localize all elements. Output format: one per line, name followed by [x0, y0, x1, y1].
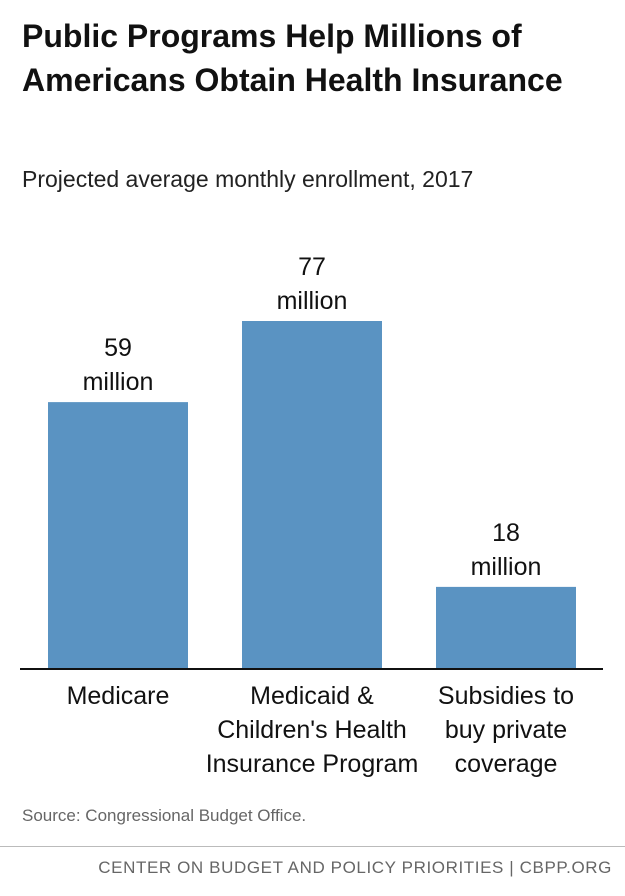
category-label-3-line-3: coverage: [455, 750, 558, 778]
bar-2: [242, 321, 382, 668]
chart-subtitle: Projected average monthly enrollment, 20…: [22, 166, 474, 192]
data-label-1-line-2: million: [83, 368, 154, 396]
source-note: Source: Congressional Budget Office.: [22, 806, 307, 825]
category-label-2-line-2: Children's Health: [217, 716, 407, 744]
category-label-2-line-1: Medicaid &: [250, 682, 374, 710]
footer-divider: [0, 846, 625, 847]
category-label-3-line-2: buy private: [445, 716, 567, 744]
bar-chart: 59 million Medicare 77 million Medicaid & Chil…: [20, 253, 603, 778]
data-label-2-line-2: million: [277, 287, 348, 315]
bar-1: [48, 402, 188, 668]
category-label-3-line-1: Subsidies to: [438, 682, 574, 710]
data-label-2-line-1: 77: [298, 253, 326, 281]
data-label-1-line-1: 59: [104, 334, 132, 362]
category-label-2-line-3: Insurance Program: [206, 750, 419, 778]
data-label-3-line-2: million: [471, 553, 542, 581]
bar-3: [436, 586, 576, 668]
chart-title: Public Programs Help Millions of America…: [22, 18, 563, 98]
footer-org: CENTER ON BUDGET AND POLICY PRIORITIES |…: [98, 858, 612, 877]
data-label-3-line-1: 18: [492, 519, 520, 547]
category-label-1-line-1: Medicare: [67, 682, 170, 710]
